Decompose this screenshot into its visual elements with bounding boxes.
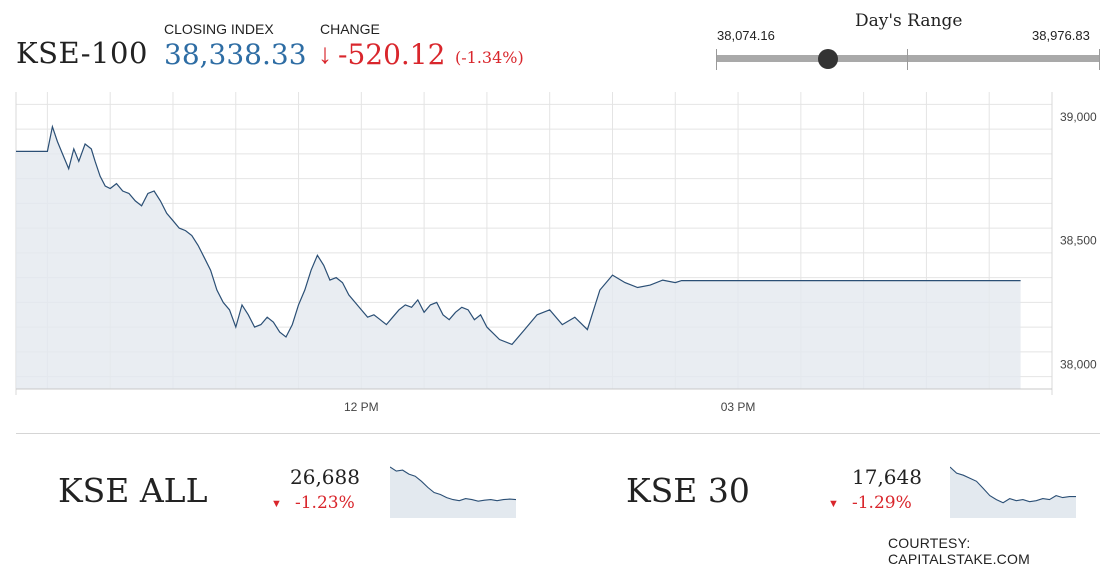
kse-all-sparkline xyxy=(390,466,516,518)
day-range-marker xyxy=(818,49,839,69)
day-range-high: 38,976.83 xyxy=(1032,28,1090,43)
sparkline-line xyxy=(390,466,516,502)
price-line xyxy=(16,124,1021,346)
courtesy-credit: COURTESY: CAPITALSTAKE.COM xyxy=(888,535,1030,567)
kse-all-name: KSE ALL xyxy=(58,471,208,510)
kse-30-sparkline xyxy=(950,466,1076,518)
kse-all-value: 26,688 xyxy=(290,465,360,489)
kse-30-value: 17,648 xyxy=(852,465,922,489)
price-area xyxy=(16,126,1021,389)
sparkline-line xyxy=(950,466,1076,504)
down-triangle-icon: ▼ xyxy=(271,498,282,510)
down-triangle-icon: ▼ xyxy=(828,498,839,510)
section-divider xyxy=(16,433,1100,434)
closing-index-label: CLOSING INDEX xyxy=(164,21,274,37)
change-value: -520.12 xyxy=(338,38,446,71)
range-tick xyxy=(716,49,717,70)
sparkline-area xyxy=(950,467,1076,518)
change-percent: (-1.34%) xyxy=(455,48,524,67)
sparkline-area xyxy=(390,467,516,518)
down-arrow-icon: ↓ xyxy=(318,38,332,69)
day-range-track xyxy=(716,55,1100,62)
kse-30-name: KSE 30 xyxy=(626,471,750,510)
day-range-title: Day's Range xyxy=(855,11,963,31)
y-tick-label: 38,000 xyxy=(1060,357,1097,371)
chart-axes: 39,000 38,500 38,000 12 PM 03 PM xyxy=(16,110,1097,414)
closing-index-value: 38,338.33 xyxy=(164,38,307,71)
index-name: KSE-100 xyxy=(16,36,148,70)
change-label: CHANGE xyxy=(320,21,380,37)
y-tick-label: 38,500 xyxy=(1060,234,1097,248)
range-tick xyxy=(1099,49,1100,70)
day-range-low: 38,074.16 xyxy=(717,28,775,43)
x-tick-label: 03 PM xyxy=(721,400,756,414)
y-tick-label: 39,000 xyxy=(1060,110,1097,124)
kse-all-change: -1.23% xyxy=(295,493,355,513)
kse100-intraday-chart: 39,000 38,500 38,000 12 PM 03 PM xyxy=(15,92,1097,414)
x-tick-label: 12 PM xyxy=(344,400,379,414)
kse-30-change: -1.29% xyxy=(852,493,912,513)
range-tick xyxy=(907,49,908,70)
